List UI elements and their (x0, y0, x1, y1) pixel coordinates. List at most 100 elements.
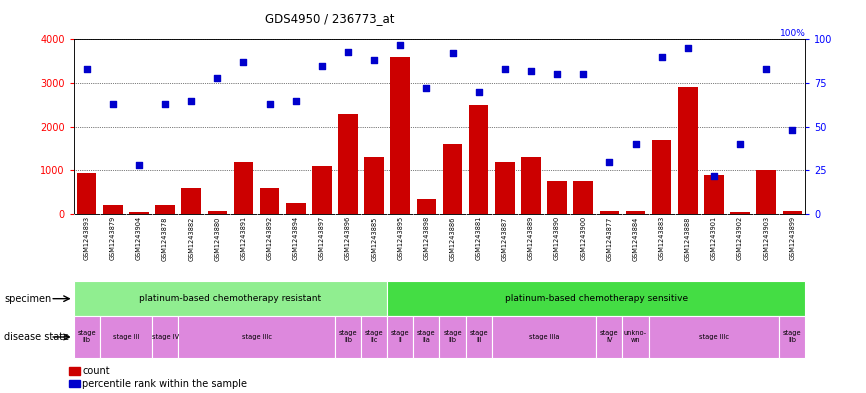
Text: GSM1243887: GSM1243887 (501, 216, 507, 261)
Point (681, 45, 695, 51)
Text: GSM1243895: GSM1243895 (397, 216, 404, 261)
Text: GSM1243884: GSM1243884 (632, 216, 638, 261)
Text: GSM1243890: GSM1243890 (554, 216, 560, 261)
Text: stage
IV: stage IV (600, 331, 618, 343)
Text: GSM1243889: GSM1243889 (528, 216, 534, 261)
Text: GSM1243888: GSM1243888 (685, 216, 691, 261)
Bar (260, 188, 280, 214)
Bar (335, 316, 361, 358)
Bar (155, 206, 175, 214)
Bar (547, 182, 567, 214)
Text: stage
II: stage II (391, 331, 410, 343)
Bar (495, 162, 514, 214)
Bar (623, 316, 649, 358)
Point (734, 141, 747, 147)
Point (550, 71, 564, 77)
Text: GSM1243897: GSM1243897 (319, 216, 325, 261)
Text: GSM1243891: GSM1243891 (241, 216, 247, 260)
Text: GSM1243892: GSM1243892 (267, 216, 273, 261)
Text: stage IIIa: stage IIIa (529, 334, 559, 340)
Bar (234, 162, 253, 214)
Bar (417, 199, 436, 214)
Bar (103, 206, 123, 214)
Point (629, 141, 643, 147)
Bar (361, 316, 387, 358)
Text: disease state: disease state (4, 332, 69, 342)
Bar (178, 316, 335, 358)
Point (419, 85, 433, 92)
Bar (492, 316, 597, 358)
Bar (152, 316, 178, 358)
Text: stage IIIc: stage IIIc (699, 334, 729, 340)
Point (132, 162, 145, 168)
Text: stage IIIc: stage IIIc (242, 334, 272, 340)
Bar (599, 211, 619, 214)
Text: GSM1243896: GSM1243896 (345, 216, 351, 261)
Text: GSM1243881: GSM1243881 (475, 216, 481, 261)
Text: percentile rank within the sample: percentile rank within the sample (82, 379, 248, 389)
Bar (704, 175, 724, 214)
Bar (443, 144, 462, 214)
Point (210, 75, 224, 81)
Text: stage
IIb: stage IIb (77, 331, 96, 343)
Bar (208, 211, 227, 214)
Point (80, 66, 94, 72)
Text: GSM1243898: GSM1243898 (423, 216, 430, 261)
Point (315, 62, 329, 69)
Text: GSM1243879: GSM1243879 (110, 216, 116, 261)
Text: GSM1243904: GSM1243904 (136, 216, 142, 261)
Point (236, 59, 250, 65)
Text: GSM1243880: GSM1243880 (215, 216, 220, 261)
Bar (678, 87, 698, 214)
Point (446, 50, 460, 57)
Text: stage
IIa: stage IIa (417, 331, 436, 343)
Bar (730, 211, 750, 214)
Point (184, 97, 198, 104)
Point (759, 66, 773, 72)
Text: GSM1243899: GSM1243899 (789, 216, 795, 260)
Bar (339, 114, 358, 214)
Text: specimen: specimen (4, 294, 52, 304)
Point (603, 158, 617, 165)
Point (289, 97, 303, 104)
Text: GSM1243878: GSM1243878 (162, 216, 168, 261)
Text: GSM1243886: GSM1243886 (449, 216, 456, 261)
Point (655, 53, 669, 60)
Text: stage
IIb: stage IIb (339, 331, 358, 343)
Bar (387, 316, 413, 358)
Bar (783, 211, 802, 214)
Text: stage
III: stage III (469, 331, 488, 343)
Bar (469, 105, 488, 214)
Bar (652, 140, 671, 214)
Bar (391, 57, 410, 214)
Text: GSM1243900: GSM1243900 (580, 216, 586, 261)
Bar (413, 316, 439, 358)
Text: GSM1243877: GSM1243877 (606, 216, 612, 261)
Text: platinum-based chemotherapy resistant: platinum-based chemotherapy resistant (139, 294, 321, 303)
Point (498, 66, 512, 72)
Point (106, 101, 120, 107)
Bar (129, 212, 149, 214)
Text: stage
IIb: stage IIb (783, 331, 802, 343)
Text: GSM1243883: GSM1243883 (659, 216, 664, 261)
Bar (626, 211, 645, 214)
Point (262, 101, 276, 107)
Text: unkno-
wn: unkno- wn (624, 331, 647, 343)
Bar (439, 316, 466, 358)
Bar (649, 316, 779, 358)
Point (524, 68, 538, 74)
Point (707, 173, 721, 179)
Bar (387, 281, 805, 316)
Text: platinum-based chemotherapy sensitive: platinum-based chemotherapy sensitive (505, 294, 688, 303)
Bar (74, 281, 387, 316)
Text: stage
IIb: stage IIb (443, 331, 462, 343)
Bar (74, 316, 100, 358)
Point (785, 127, 799, 133)
Bar (779, 316, 805, 358)
Bar (77, 173, 96, 214)
Text: GSM1243894: GSM1243894 (293, 216, 299, 261)
Point (158, 101, 172, 107)
Point (472, 88, 486, 95)
Bar (573, 182, 593, 214)
Text: GSM1243901: GSM1243901 (711, 216, 717, 260)
